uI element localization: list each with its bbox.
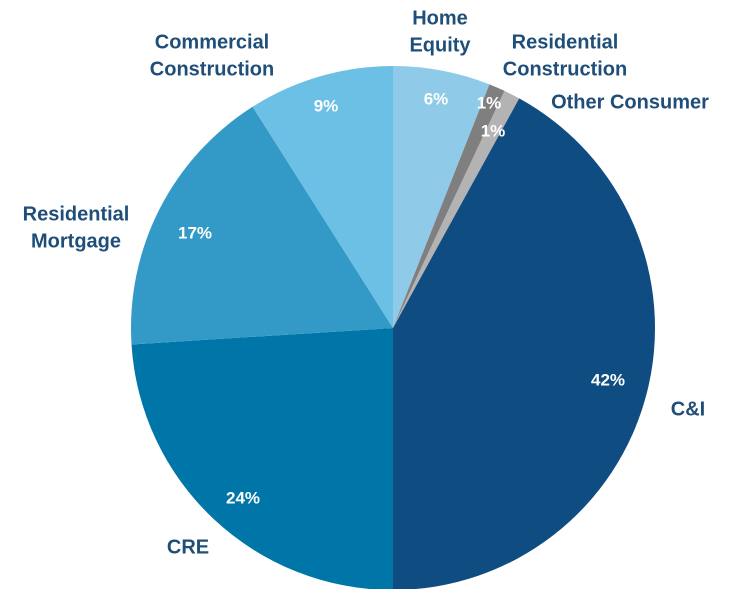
pie-slice bbox=[131, 106, 393, 345]
value-label: 24% bbox=[226, 488, 260, 507]
category-label: Other Consumer bbox=[551, 91, 709, 113]
pie-slice bbox=[393, 84, 505, 328]
pie-slice bbox=[131, 328, 393, 589]
category-label: CRE bbox=[167, 536, 209, 558]
category-label: Commercial Construction bbox=[150, 32, 274, 81]
category-label: Residential Mortgage bbox=[23, 204, 130, 253]
pie-slice bbox=[393, 66, 490, 328]
value-label: 9% bbox=[314, 96, 339, 115]
pie-slice bbox=[393, 98, 655, 589]
value-label: 6% bbox=[424, 89, 449, 108]
value-label: 17% bbox=[178, 223, 212, 242]
value-label: 1% bbox=[477, 93, 502, 112]
pie-slice bbox=[252, 66, 393, 328]
category-label: Residential Construction bbox=[503, 32, 627, 81]
category-label: Home Equity bbox=[409, 8, 471, 57]
category-label: C&I bbox=[671, 398, 705, 420]
value-label: 42% bbox=[591, 370, 625, 389]
value-label: 1% bbox=[481, 121, 506, 140]
pie-slice bbox=[393, 90, 520, 329]
